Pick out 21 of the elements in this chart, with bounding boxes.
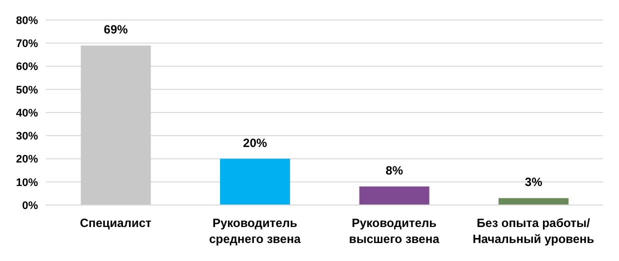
bar xyxy=(80,45,151,205)
data-label: 20% xyxy=(243,136,268,150)
data-label: 8% xyxy=(386,164,404,178)
bar xyxy=(498,198,569,205)
data-label: 3% xyxy=(524,175,543,190)
y-tick-label: 70% xyxy=(16,38,38,50)
x-tick-label: Руководитель высшего звена xyxy=(348,216,440,246)
y-tick-label: 80% xyxy=(16,14,38,27)
y-tick-label: 0% xyxy=(22,200,38,212)
y-tick-label: 50% xyxy=(16,84,38,96)
y-tick-label: 30% xyxy=(16,130,38,143)
x-tick-label: Руководитель среднего звена xyxy=(209,216,301,246)
data-label: 69% xyxy=(104,22,128,36)
x-tick-label: Специалист xyxy=(80,216,152,230)
y-tick-label: 20% xyxy=(16,154,38,166)
bar xyxy=(220,158,290,205)
y-tick-label: 10% xyxy=(16,176,38,189)
bar xyxy=(359,186,430,205)
x-tick-label: Без опыта работы/ Начальный уровень xyxy=(472,216,594,246)
y-tick-label: 60% xyxy=(16,61,38,74)
y-tick-label: 40% xyxy=(16,107,38,120)
